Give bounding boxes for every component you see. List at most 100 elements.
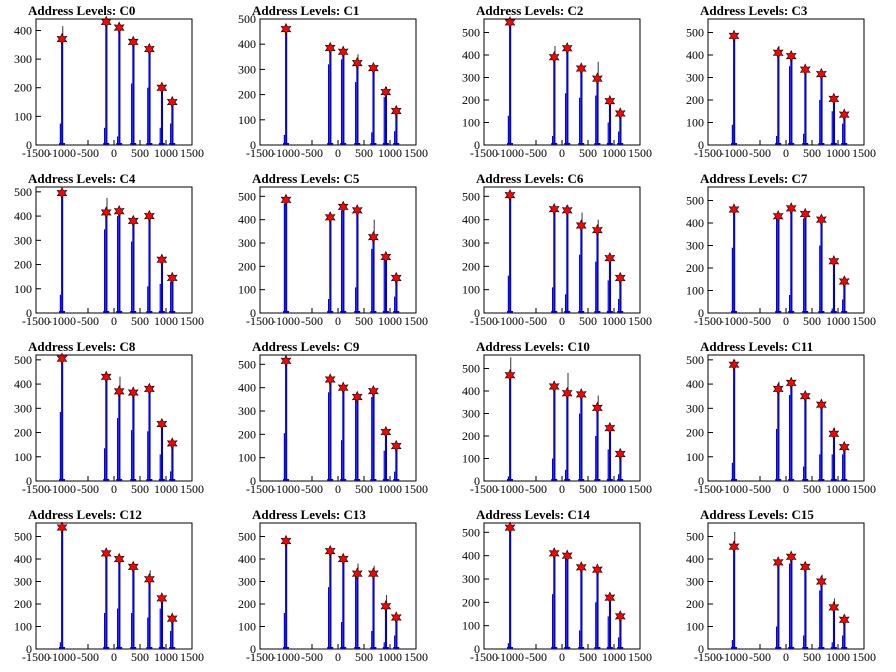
histogram-base [393,143,400,145]
histogram-sub-bin [579,254,581,313]
chart-svg: Address Levels: C60100200300400500-1500-… [462,171,652,328]
histogram-base [507,143,513,145]
histogram-sub-bin [842,123,844,145]
histogram-sub-bin [394,635,396,649]
plot-frame [707,186,865,314]
histogram-base [283,479,289,481]
y-tick-label: 200 [238,597,256,611]
histogram-base [327,311,334,313]
y-tick-label: 0 [250,306,256,320]
histogram-sub-bin [131,613,133,649]
peak-marker [548,380,560,393]
y-tick-label: 100 [686,450,704,464]
histogram-spike [118,559,121,649]
peak-marker [828,92,840,106]
peak-marker [143,573,155,586]
x-tick-label: -1000 [720,482,748,496]
peak-marker [561,42,573,55]
y-tick-label: 500 [238,12,256,26]
y-tick-label: 0 [26,474,32,488]
histogram-base [370,143,377,145]
y-tick-label: 500 [686,194,704,208]
chart-svg: Address Levels: C70100200300400500-1500-… [686,171,876,328]
y-tick-label: 400 [14,23,32,37]
y-tick-label: 300 [462,71,480,85]
histogram-sub-bin [565,469,567,481]
histogram-sub-bin [117,418,119,481]
y-tick-label: 200 [462,429,480,443]
peak-marker [100,547,112,560]
histogram-sub-bin [819,245,821,313]
histogram-spike [566,210,569,313]
x-tick-label: 1000 [602,482,626,496]
peak-marker [367,384,379,398]
histogram-sub-bin [819,100,821,145]
histogram-spike [580,225,583,313]
peak-marker [772,46,784,59]
peak-marker [728,203,740,216]
chart-title: Address Levels: C11 [700,339,813,354]
y-tick-label: 400 [462,213,480,227]
peak-marker [575,388,587,401]
histogram-spike [171,277,174,313]
histogram-spike [356,210,359,313]
histogram-sub-bin [607,122,609,145]
plot-frame [483,522,641,650]
histogram-sub-bin [59,123,61,145]
x-tick-label: 1500 [628,314,652,328]
histogram-sub-bin [394,471,396,481]
x-tick-label: -500 [525,146,547,160]
y-tick-label: 200 [686,261,704,275]
histogram-sub-bin [507,275,509,313]
y-tick-label: 400 [14,552,32,566]
histogram-sub-bin [394,131,396,145]
histogram-sub-bin [731,124,733,145]
peak-marker [324,373,336,386]
histogram-base [340,311,347,313]
peak-marker [799,207,811,221]
y-tick-label: 0 [250,642,256,656]
histogram-sub-bin [371,248,373,313]
peak-marker [380,85,392,99]
histogram-sub-bin [131,430,133,481]
histogram-base [594,143,601,145]
peak-marker [324,41,336,55]
histogram-spike [509,22,511,145]
x-tick-label: -1000 [720,314,748,328]
chart-svg: Address Levels: C40100200300400500-1500-… [14,171,204,328]
x-tick-label: 1500 [404,650,428,664]
chart-title: Address Levels: C14 [476,507,590,522]
histogram-sub-bin [328,64,330,145]
x-tick-label: 1500 [628,650,652,664]
peak-marker [838,613,850,626]
chart-panel: Address Levels: C11 0 100 200 300 400 500 -1500… [672,336,896,504]
chart-title: Address Levels: C2 [476,3,583,18]
histogram-base [617,143,624,145]
histogram-base [146,647,153,649]
x-tick-label: -500 [77,314,99,328]
y-tick-label: 400 [14,377,32,391]
chart-title: Address Levels: C0 [28,3,135,18]
histogram-base [617,647,624,649]
histogram-spike [596,407,599,481]
histogram-base [59,647,65,649]
x-tick-label: -1500 [246,482,274,496]
histogram-spike [566,555,569,649]
peak-marker [113,385,125,398]
peak-marker [815,575,827,588]
peak-marker [504,16,516,29]
histogram-spike [61,193,63,313]
histogram-base [146,479,153,481]
peak-marker [324,211,336,224]
peak-marker [772,382,784,396]
y-tick-label: 300 [462,572,480,586]
chart-panel: Address Levels: C14 0 100 200 300 400 500 -1500… [448,504,672,672]
histogram-base [382,479,389,481]
x-tick-label: -500 [301,314,323,328]
histogram-sub-bin [59,642,61,649]
histogram-spike [832,98,835,145]
histogram-sub-bin [831,642,833,649]
x-tick-label: 1000 [826,314,850,328]
histogram-base [59,311,65,313]
histogram-base [594,311,601,313]
